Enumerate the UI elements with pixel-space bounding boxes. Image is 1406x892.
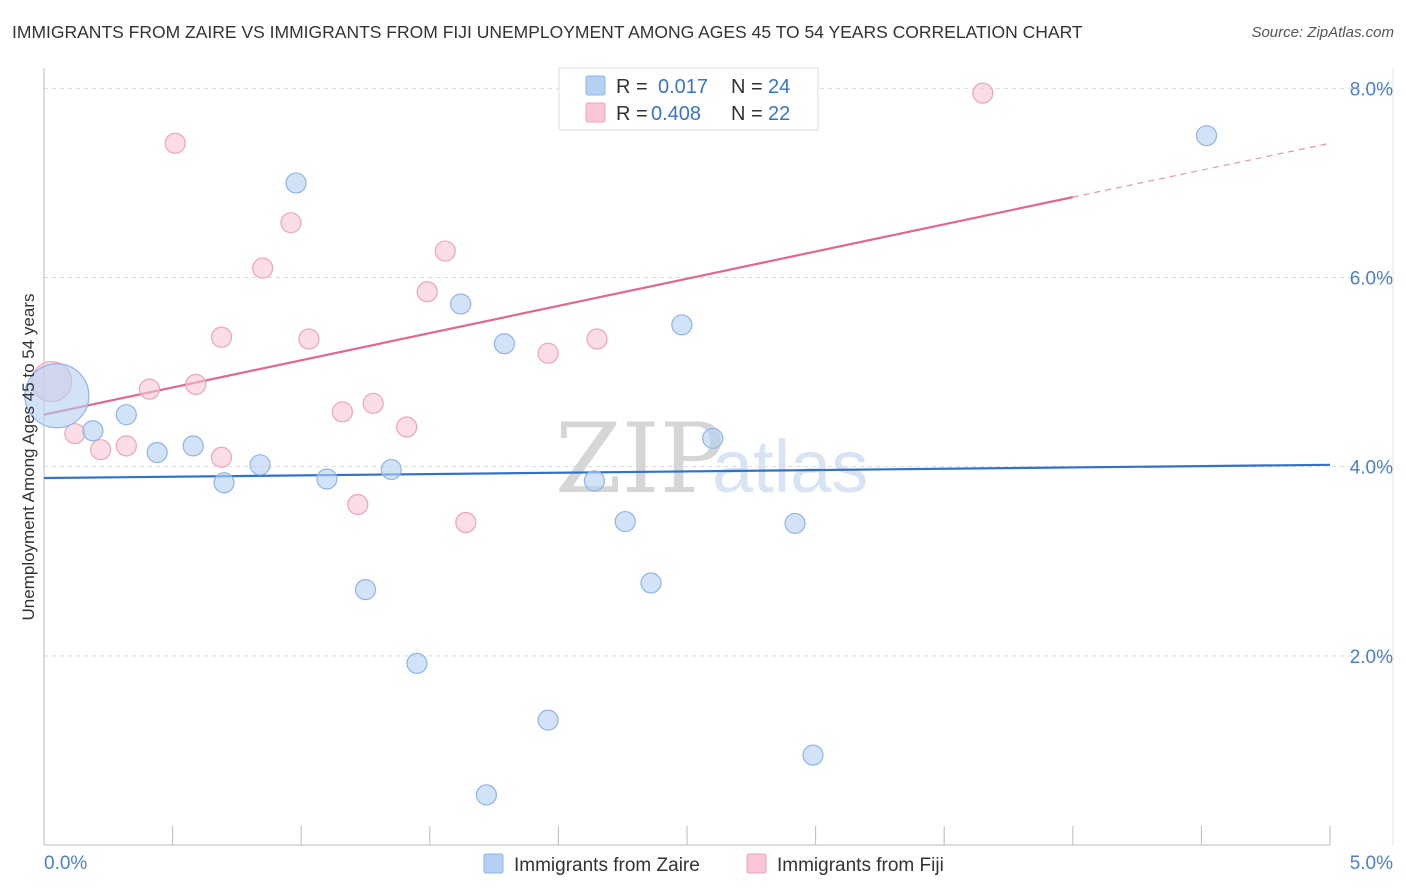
- data-point-zaire-23: [1195, 125, 1218, 147]
- data-point-fiji-2: [89, 439, 112, 461]
- data-point-fiji-6: [185, 373, 207, 396]
- data-point-zaire-12: [450, 293, 472, 315]
- watermark-atlas: atlas: [712, 425, 868, 508]
- data-point-zaire-10: [380, 458, 402, 481]
- y-axis-label: Unemployment Among Ages 45 to 54 years: [19, 294, 38, 621]
- data-point-zaire-16: [583, 470, 606, 492]
- data-point-zaire-20: [702, 427, 724, 449]
- source-credit: Source: ZipAtlas.com: [1251, 24, 1394, 41]
- data-point-zaire-9: [354, 579, 377, 601]
- data-point-fiji-15: [396, 416, 418, 438]
- trend-line-zaire: [43, 463, 1331, 480]
- watermark-zip: ZIP: [555, 403, 724, 515]
- data-point-fiji-10: [280, 212, 302, 234]
- bottom-legend-swatch-fiji: [746, 853, 767, 874]
- bottom-legend-swatch-zaire: [483, 853, 504, 874]
- data-point-fiji-14: [362, 392, 384, 414]
- data-point-zaire-18: [640, 572, 662, 594]
- data-point-fiji-3: [115, 435, 137, 457]
- data-point-fiji-7: [210, 446, 233, 468]
- y-tick-label-6: 6.0%: [1350, 269, 1393, 290]
- y-tick-label-8: 8.0%: [1350, 79, 1393, 100]
- data-point-zaire-3: [146, 441, 168, 464]
- data-point-fiji-21: [972, 82, 994, 104]
- data-point-zaire-15: [537, 709, 559, 731]
- data-point-fiji-16: [416, 281, 438, 303]
- legend-n-value-zaire: 24: [768, 76, 790, 98]
- data-point-fiji-1: [64, 422, 86, 445]
- x-tick-label-min: 0.0%: [44, 853, 87, 874]
- data-point-fiji-8: [210, 326, 233, 348]
- data-point-zaire-6: [249, 454, 271, 476]
- data-point-fiji-19: [537, 342, 559, 364]
- legend-box: R = 0.017 N = 24 R = 0.408 N = 22: [558, 67, 819, 131]
- data-point-fiji-11: [298, 328, 320, 350]
- data-point-zaire-5: [213, 472, 235, 494]
- data-point-zaire-2: [115, 404, 137, 426]
- data-points: [24, 82, 1218, 806]
- legend-n-label-zaire: N =: [731, 76, 763, 98]
- data-point-fiji-12: [331, 401, 353, 423]
- data-point-zaire-21: [784, 512, 806, 535]
- legend-r-label-zaire: R =: [616, 76, 648, 98]
- bottom-legend-label-fiji: Immigrants from Fiji: [777, 855, 944, 876]
- x-tick-label-max: 5.0%: [1350, 853, 1393, 874]
- data-point-zaire-7: [285, 172, 307, 194]
- data-point-fiji-4: [138, 378, 161, 400]
- legend-r-value-fiji: 0.408: [651, 103, 701, 125]
- bottom-legend-label-zaire: Immigrants from Zaire: [514, 855, 700, 876]
- data-point-zaire-22: [802, 744, 824, 766]
- y-tick-label-4: 4.0%: [1350, 458, 1393, 479]
- data-point-zaire-8: [316, 468, 338, 490]
- data-point-fiji-5: [164, 132, 186, 154]
- data-point-zaire-0: [24, 363, 90, 429]
- legend-n-value-fiji: 22: [768, 103, 790, 125]
- y-tick-labels: 2.0% 4.0% 6.0% 8.0%: [1350, 79, 1393, 667]
- data-point-fiji-13: [347, 493, 369, 516]
- chart-title: IMMIGRANTS FROM ZAIRE VS IMMIGRANTS FROM…: [12, 22, 1083, 42]
- legend-n-label-fiji: N =: [731, 103, 763, 125]
- data-point-zaire-4: [182, 435, 204, 457]
- data-point-fiji-9: [252, 257, 274, 279]
- data-point-zaire-1: [82, 420, 104, 442]
- trend-lines: [43, 142, 1331, 480]
- axes: [43, 68, 1394, 846]
- bottom-legend: Immigrants from Zaire Immigrants from Fi…: [483, 853, 944, 876]
- data-point-fiji-17: [434, 240, 456, 262]
- data-point-zaire-13: [475, 784, 497, 806]
- legend-r-value-zaire: 0.017: [658, 76, 708, 98]
- trend-line-fiji: [43, 196, 1074, 416]
- legend-swatch-fiji: [585, 102, 606, 123]
- trend-line-fiji-extension: [1072, 142, 1331, 198]
- legend-r-label-fiji: R =: [616, 103, 648, 125]
- data-point-fiji-18: [455, 511, 477, 534]
- data-point-zaire-11: [406, 652, 428, 675]
- data-point-zaire-17: [614, 510, 636, 533]
- data-point-zaire-19: [671, 314, 693, 336]
- data-point-zaire-14: [493, 333, 515, 355]
- data-point-fiji-20: [586, 328, 608, 350]
- legend-swatch-zaire: [585, 75, 606, 96]
- y-tick-label-2: 2.0%: [1350, 647, 1393, 668]
